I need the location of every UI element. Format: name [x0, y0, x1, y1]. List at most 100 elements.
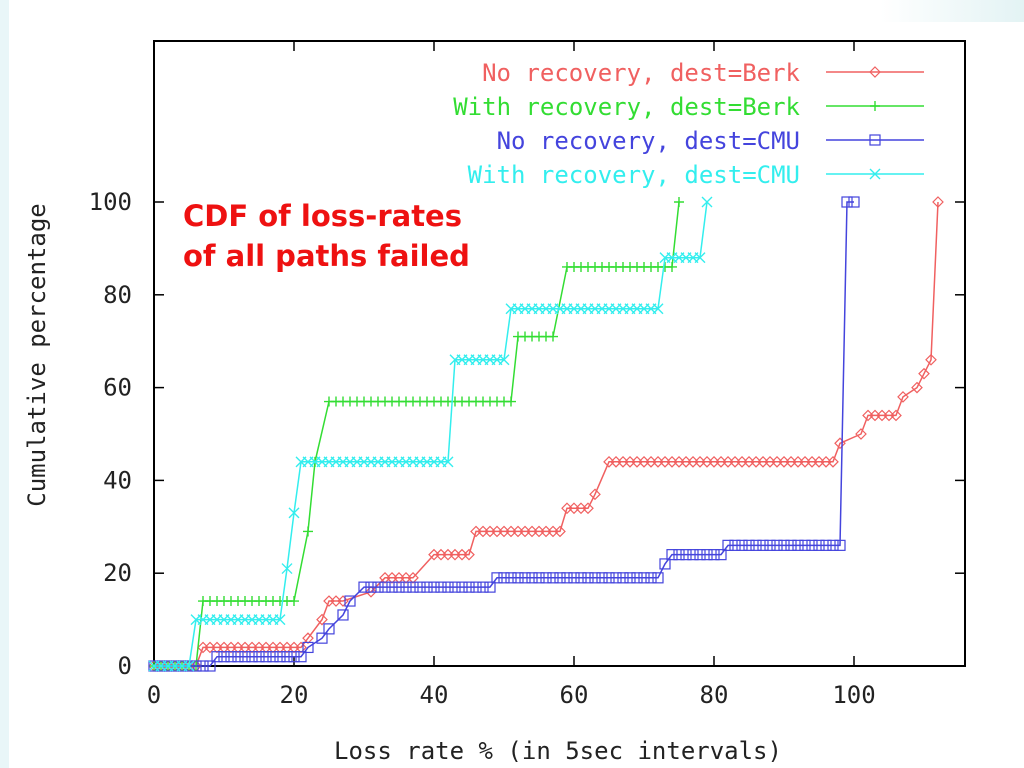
data-point — [715, 549, 727, 561]
data-point — [589, 572, 601, 584]
data-point — [246, 651, 258, 663]
data-point — [652, 572, 664, 584]
data-point — [421, 581, 433, 593]
data-point — [463, 581, 475, 593]
y-tick-label: 0 — [118, 652, 132, 680]
data-point — [547, 572, 559, 584]
legend: No recovery, dest=Berk With recovery, des… — [453, 59, 924, 189]
data-point — [463, 548, 475, 561]
data-point — [211, 651, 223, 663]
slide-left-accent — [0, 0, 9, 768]
series-square — [148, 196, 860, 672]
data-point — [393, 581, 405, 593]
axis-ticks: 0 20 40 60 80 100 0 20 40 60 80 100 — [89, 41, 965, 709]
data-point — [638, 572, 650, 584]
data-point — [302, 632, 314, 645]
data-point — [736, 539, 748, 551]
data-point — [610, 572, 622, 584]
data-point — [666, 549, 678, 561]
data-point — [470, 581, 482, 593]
data-point — [596, 572, 608, 584]
data-point — [505, 572, 517, 584]
data-point — [890, 409, 902, 422]
annotation-line-1: CDF of loss-rates — [183, 199, 462, 233]
x-tick-label: 80 — [700, 681, 729, 709]
data-point — [834, 437, 846, 450]
y-tick-label: 80 — [103, 281, 132, 309]
data-point — [232, 651, 244, 663]
data-point — [288, 651, 300, 663]
plot-frame — [153, 40, 966, 667]
data-point — [295, 651, 307, 663]
x-axis-title: Loss rate % (in 5sec intervals) — [334, 737, 782, 765]
series-diamond — [148, 196, 944, 672]
data-point — [491, 572, 503, 584]
legend-marker — [869, 66, 881, 78]
data-point — [820, 539, 832, 551]
data-point — [442, 456, 454, 468]
data-point — [645, 572, 657, 584]
y-axis-title: Cumulative percentage — [23, 203, 51, 506]
data-point — [456, 581, 468, 593]
legend-marker — [870, 101, 880, 111]
data-point — [701, 196, 713, 208]
annotation-line-2: of all paths failed — [183, 239, 470, 273]
data-point — [834, 539, 846, 551]
data-point — [225, 651, 237, 663]
slide-top-accent — [880, 0, 1024, 22]
data-point — [771, 539, 783, 551]
data-point — [372, 581, 384, 593]
y-tick-label: 60 — [103, 374, 132, 402]
data-point — [365, 585, 377, 598]
data-point — [680, 549, 692, 561]
data-point — [799, 539, 811, 551]
data-point — [708, 549, 720, 561]
data-point — [729, 539, 741, 551]
data-point — [674, 197, 684, 207]
data-point — [337, 595, 349, 607]
data-point — [554, 572, 566, 584]
data-point — [289, 596, 299, 607]
data-point — [813, 539, 825, 551]
y-tick-label: 100 — [89, 188, 132, 216]
data-point — [303, 526, 313, 537]
data-point — [841, 196, 853, 208]
legend-label: No recovery, dest=Berk — [482, 59, 800, 87]
data-point — [288, 507, 300, 519]
data-point — [582, 572, 594, 584]
data-point — [911, 381, 923, 394]
data-point — [274, 651, 286, 663]
data-point — [407, 571, 419, 584]
data-point — [379, 581, 391, 593]
data-point — [589, 488, 601, 501]
data-point — [386, 581, 398, 593]
data-point — [624, 572, 636, 584]
data-point — [617, 572, 629, 584]
x-tick-label: 40 — [420, 681, 449, 709]
data-point — [316, 632, 328, 644]
data-point — [568, 572, 580, 584]
data-point — [365, 581, 377, 593]
data-point — [540, 572, 552, 584]
data-point — [778, 539, 790, 551]
data-point — [197, 660, 209, 672]
y-tick-label: 20 — [103, 559, 132, 587]
data-point — [526, 572, 538, 584]
data-point — [253, 651, 265, 663]
data-point — [897, 391, 909, 403]
data-point — [498, 354, 510, 366]
data-point — [554, 525, 566, 538]
data-point — [449, 581, 461, 593]
series-x — [148, 196, 713, 672]
data-point — [281, 651, 293, 663]
data-point — [722, 539, 734, 551]
series-plus — [149, 197, 684, 671]
data-point — [792, 539, 804, 551]
data-point — [533, 572, 545, 584]
data-point — [316, 613, 328, 626]
data-point — [337, 609, 349, 621]
data-point — [925, 353, 937, 366]
series-line — [154, 201, 854, 667]
data-point — [855, 428, 867, 440]
